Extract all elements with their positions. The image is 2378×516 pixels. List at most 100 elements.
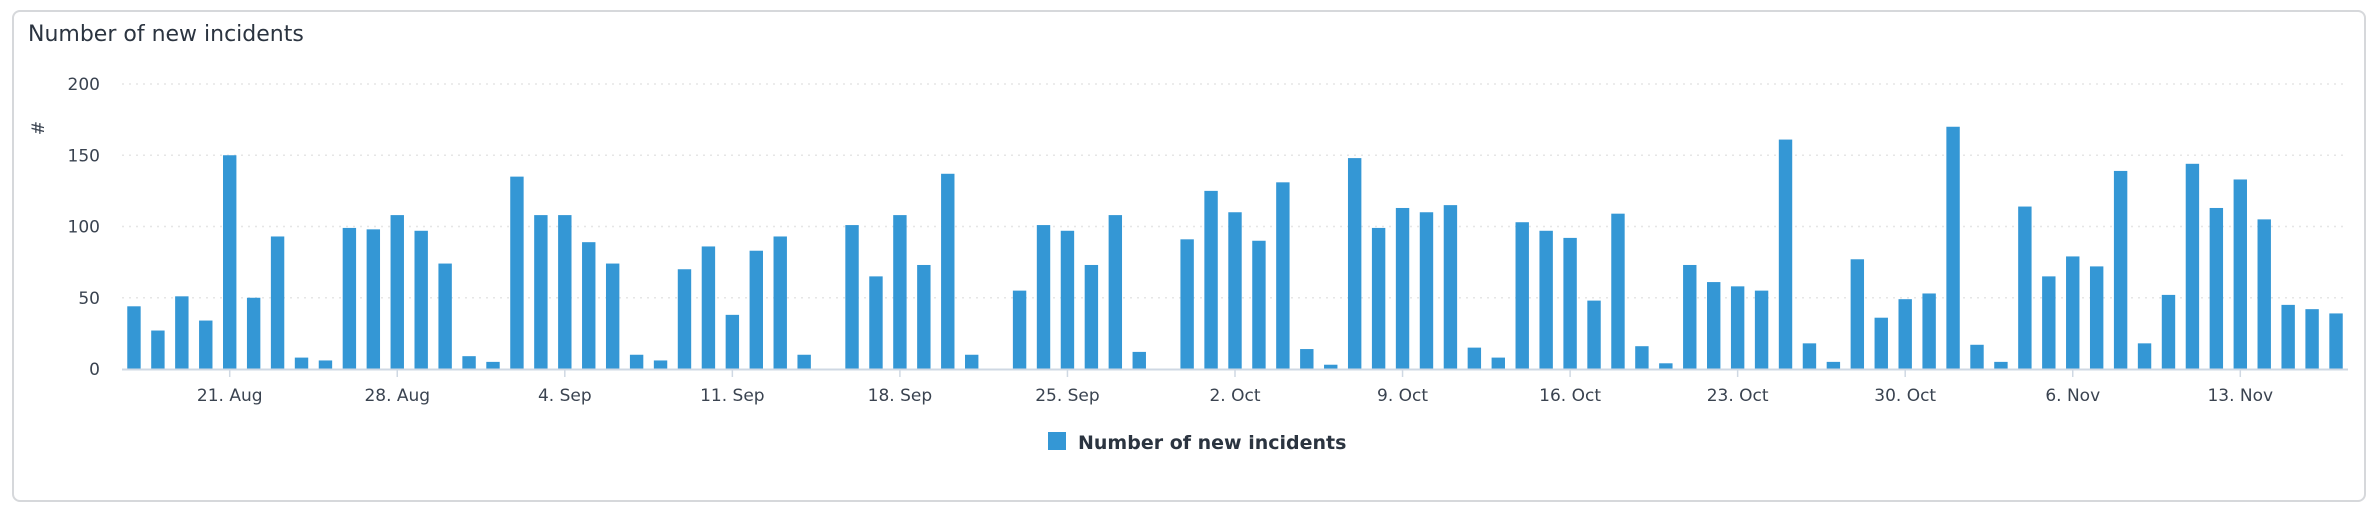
- bar[interactable]: [1898, 299, 1912, 369]
- bar[interactable]: [223, 155, 237, 369]
- bar[interactable]: [1204, 190, 1218, 369]
- bar[interactable]: [534, 215, 548, 369]
- bar[interactable]: [1994, 361, 2008, 369]
- bar[interactable]: [1012, 290, 1027, 369]
- bar[interactable]: [1300, 349, 1314, 369]
- bar[interactable]: [1515, 222, 1529, 369]
- bar[interactable]: [1587, 300, 1601, 369]
- bar[interactable]: [1611, 213, 1625, 369]
- bar[interactable]: [749, 250, 763, 369]
- bar[interactable]: [1395, 207, 1410, 369]
- x-tick-label: 25. Sep: [1035, 386, 1099, 406]
- bar[interactable]: [965, 354, 979, 369]
- bar[interactable]: [605, 263, 620, 369]
- bar[interactable]: [917, 264, 931, 369]
- bar[interactable]: [2113, 170, 2128, 369]
- bar[interactable]: [294, 357, 309, 369]
- bar[interactable]: [342, 227, 357, 369]
- x-tick-label: 2. Oct: [1209, 386, 1260, 406]
- bar[interactable]: [1324, 364, 1338, 369]
- bar[interactable]: [845, 225, 859, 369]
- bar[interactable]: [1467, 347, 1482, 369]
- bar[interactable]: [701, 246, 716, 369]
- bar[interactable]: [725, 314, 740, 369]
- bar[interactable]: [2137, 343, 2152, 369]
- bar[interactable]: [199, 320, 213, 369]
- bar[interactable]: [366, 229, 381, 369]
- bar[interactable]: [1419, 212, 1434, 369]
- bar[interactable]: [941, 173, 955, 369]
- bars[interactable]: [127, 126, 2343, 369]
- bar[interactable]: [653, 360, 668, 369]
- bar[interactable]: [629, 354, 644, 369]
- bar[interactable]: [1563, 237, 1577, 369]
- y-tick-label: 50: [78, 289, 100, 309]
- bar[interactable]: [2329, 313, 2343, 369]
- bar[interactable]: [510, 176, 524, 369]
- bar[interactable]: [2161, 294, 2176, 369]
- bar[interactable]: [414, 230, 428, 369]
- bar[interactable]: [1635, 346, 1649, 369]
- bar[interactable]: [2066, 256, 2080, 369]
- bar[interactable]: [2233, 179, 2247, 369]
- bar[interactable]: [797, 354, 811, 369]
- bar[interactable]: [582, 242, 596, 369]
- legend-swatch[interactable]: [1048, 432, 1066, 450]
- bar[interactable]: [2185, 163, 2200, 369]
- bar[interactable]: [1970, 344, 1984, 369]
- bar[interactable]: [2018, 206, 2032, 369]
- bar[interactable]: [677, 269, 692, 369]
- bar[interactable]: [1060, 230, 1075, 369]
- bar[interactable]: [246, 297, 261, 369]
- bar[interactable]: [1946, 126, 1960, 369]
- bar[interactable]: [1276, 182, 1290, 369]
- x-tick-label: 13. Nov: [2207, 386, 2273, 406]
- bar[interactable]: [1539, 230, 1553, 369]
- bar[interactable]: [1778, 139, 1793, 369]
- bar[interactable]: [270, 236, 285, 369]
- bar[interactable]: [2281, 304, 2295, 369]
- bar[interactable]: [438, 263, 452, 369]
- bar[interactable]: [2257, 219, 2271, 369]
- x-tick-label: 23. Oct: [1707, 386, 1769, 406]
- bar[interactable]: [486, 361, 500, 369]
- bar[interactable]: [1802, 343, 1817, 369]
- bar[interactable]: [1922, 293, 1936, 369]
- bar[interactable]: [893, 215, 907, 369]
- bar[interactable]: [1371, 227, 1386, 369]
- bar[interactable]: [1252, 240, 1266, 369]
- bar[interactable]: [127, 306, 141, 369]
- bar[interactable]: [2209, 207, 2224, 369]
- bar[interactable]: [1683, 264, 1697, 369]
- bar[interactable]: [1659, 363, 1673, 369]
- bar[interactable]: [1754, 290, 1769, 369]
- x-axis: 21. Aug 28. Aug 4. Sep 11. Sep 18. Sep 25. Se…: [122, 368, 2348, 406]
- legend-label[interactable]: Number of new incidents: [1078, 432, 1346, 454]
- bar[interactable]: [1036, 225, 1051, 369]
- bar[interactable]: [462, 356, 476, 369]
- bar[interactable]: [1084, 264, 1099, 369]
- bar[interactable]: [1707, 282, 1721, 369]
- legend[interactable]: Number of new incidents: [1048, 432, 1346, 454]
- bar[interactable]: [773, 236, 787, 369]
- bar[interactable]: [1443, 205, 1458, 369]
- bar[interactable]: [1730, 286, 1745, 369]
- bar[interactable]: [2089, 266, 2104, 369]
- bar[interactable]: [2042, 276, 2056, 369]
- bar[interactable]: [558, 215, 572, 369]
- bar[interactable]: [151, 330, 165, 369]
- bar[interactable]: [1491, 357, 1505, 369]
- bar[interactable]: [869, 276, 883, 369]
- bar[interactable]: [1180, 239, 1194, 369]
- bar[interactable]: [318, 360, 333, 369]
- bar[interactable]: [2305, 309, 2319, 369]
- bar[interactable]: [1228, 212, 1242, 369]
- bar[interactable]: [1874, 317, 1888, 369]
- bar[interactable]: [1850, 259, 1865, 369]
- bar[interactable]: [1826, 361, 1841, 369]
- bar[interactable]: [175, 296, 189, 369]
- bar[interactable]: [390, 215, 404, 369]
- bar[interactable]: [1108, 215, 1123, 369]
- bar[interactable]: [1132, 351, 1146, 369]
- bar[interactable]: [1347, 158, 1362, 369]
